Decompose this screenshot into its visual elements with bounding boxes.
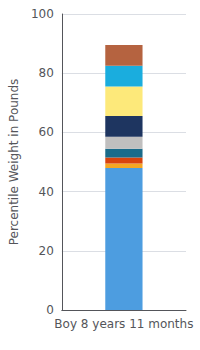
svg-text:100: 100 — [31, 7, 54, 21]
svg-text:80: 80 — [39, 66, 54, 80]
svg-text:Boy 8 years 11 months: Boy 8 years 11 months — [54, 317, 193, 331]
svg-text:0: 0 — [46, 303, 54, 317]
svg-text:20: 20 — [39, 244, 54, 258]
svg-text:Percentile Weight in Pounds: Percentile Weight in Pounds — [7, 79, 21, 246]
svg-text:60: 60 — [39, 125, 54, 139]
svg-text:40: 40 — [39, 185, 54, 199]
